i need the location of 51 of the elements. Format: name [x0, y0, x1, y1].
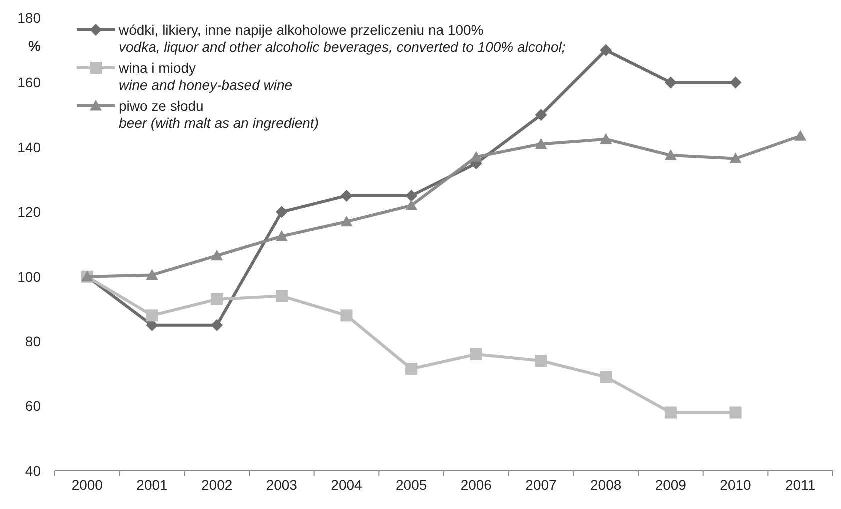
x-tick-label: 2006	[460, 477, 492, 493]
point	[211, 319, 224, 332]
point	[276, 206, 288, 218]
point	[340, 190, 353, 202]
point	[406, 363, 418, 376]
x-tick-label: 2002	[202, 477, 233, 493]
point	[276, 290, 288, 302]
y-tick-label: 80	[25, 333, 42, 350]
point	[730, 152, 742, 164]
point	[340, 216, 353, 227]
point	[340, 310, 353, 322]
y-tick-label: 120	[18, 204, 42, 220]
x-tick-label: 2011	[786, 477, 816, 493]
x-tick-label: 2004	[331, 477, 363, 493]
legend-label: wódki, likiery, inne napije alkoholowe przeliczeniu na 100% vodka, liquor and other alcoholic beverages, converted to 100% alcohol;	[118, 22, 566, 55]
point	[600, 371, 612, 384]
point	[406, 190, 418, 202]
point	[600, 44, 612, 56]
point	[730, 406, 742, 419]
point	[664, 76, 677, 89]
y-axis-title: %	[28, 38, 42, 54]
point	[211, 250, 224, 261]
point	[600, 133, 612, 144]
x-tick-label: 2005	[396, 477, 428, 493]
y-tick-label: 180	[18, 10, 42, 26]
x-tick-label: 2009	[655, 477, 687, 493]
x-tick-label: 2008	[590, 477, 622, 493]
y-tick-label: 160	[18, 74, 42, 91]
point	[146, 310, 158, 322]
x-tick-label: 2001	[136, 477, 168, 493]
point	[730, 76, 742, 89]
x-tick-label: 2000	[72, 477, 104, 493]
y-tick-label: 40	[25, 462, 42, 479]
point	[535, 354, 548, 367]
point	[535, 109, 548, 122]
x-tick-label: 2003	[266, 477, 298, 493]
x-tick-label: 2010	[720, 477, 752, 493]
y-tick-label: 60	[25, 398, 42, 414]
point	[406, 200, 418, 210]
point	[664, 150, 677, 160]
y-tick-label: 140	[18, 139, 42, 156]
point	[211, 294, 224, 306]
point	[276, 230, 288, 242]
point	[535, 138, 548, 149]
x-tick-label: 2007	[526, 477, 558, 493]
point	[470, 348, 482, 361]
point	[146, 269, 158, 280]
point	[794, 130, 807, 141]
legend-label: piwo ze słodu beer (with malt as an ingredient)	[119, 98, 319, 131]
y-tick-label: 100	[18, 268, 42, 285]
point	[664, 406, 677, 419]
